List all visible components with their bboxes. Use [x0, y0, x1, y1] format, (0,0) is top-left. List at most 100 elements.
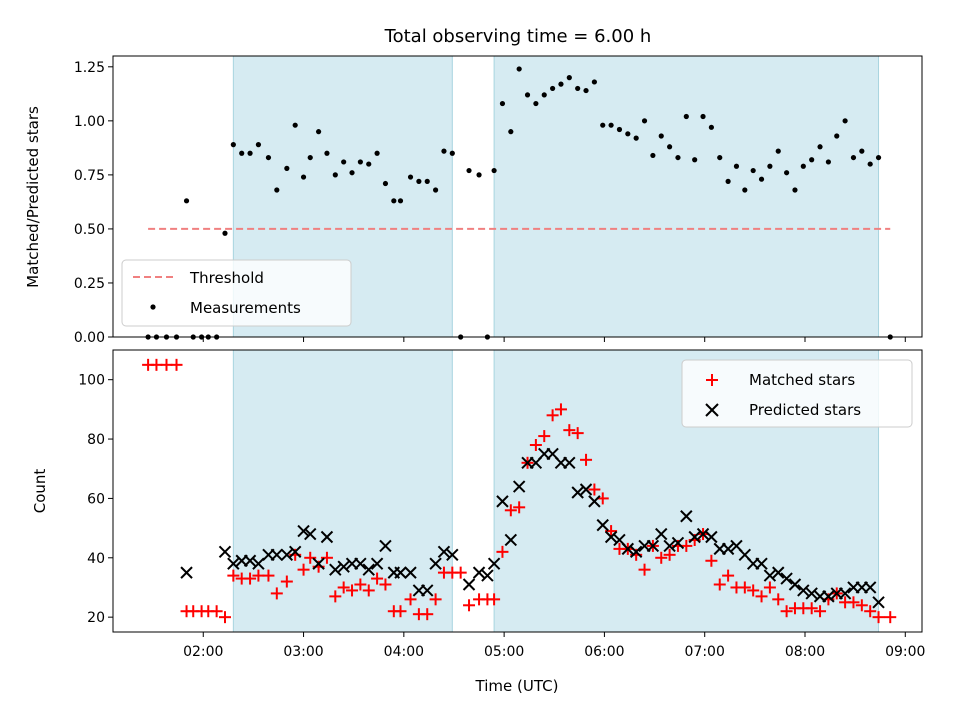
matched-point [463, 599, 476, 612]
predicted-point [629, 545, 643, 559]
matched-point [362, 584, 375, 597]
measurement-point [255, 142, 262, 148]
y-tick-label: 0.75 [74, 168, 105, 184]
matched-point [329, 590, 342, 603]
matched-point [772, 593, 785, 606]
measurement-point [476, 172, 482, 178]
measurement-point [683, 113, 689, 120]
predicted-point [563, 456, 576, 470]
measurement-point [583, 87, 589, 94]
predicted-point [838, 587, 852, 600]
measurement-point [859, 148, 865, 154]
measurement-point [775, 148, 781, 154]
measurement-point [374, 150, 380, 156]
predicted-point [304, 527, 317, 541]
predicted-point [320, 530, 334, 544]
measurement-point [842, 118, 848, 124]
matched-point [605, 525, 618, 538]
measurement-point [817, 144, 823, 150]
measurement-point [834, 133, 840, 139]
matched-point [755, 590, 768, 603]
measurement-point [717, 154, 723, 161]
y-tick-label: 1.00 [74, 114, 105, 130]
predicted-point [243, 554, 257, 567]
measurement-point [449, 150, 455, 156]
matched-point [297, 563, 310, 576]
matched-point [504, 504, 517, 517]
measurement-point [633, 135, 639, 141]
predicted-point [655, 527, 668, 541]
measurement-point [733, 163, 740, 169]
matched-point [210, 605, 223, 618]
matched-point [655, 551, 668, 564]
x-axis-label: Time (UTC) [475, 677, 559, 695]
matched-point [421, 608, 434, 621]
predicted-point [429, 557, 442, 570]
matched-point [713, 578, 726, 591]
measurement-point [533, 100, 539, 107]
matched-point [780, 605, 793, 618]
x-tick-label: 05:00 [484, 644, 524, 660]
ratio-legend: Threshold Measurements [121, 259, 352, 327]
ratio-legend-box [121, 259, 352, 327]
matched-point [705, 554, 718, 567]
measurement-point [239, 150, 245, 156]
ratio-y-axis-label: Matched/Predicted stars [24, 106, 42, 288]
predicted-point [472, 566, 486, 579]
count-y-ticks: 20 40 60 80 100 [78, 373, 113, 626]
measurement-point [616, 126, 623, 133]
matched-point [371, 572, 384, 585]
matched-point [763, 581, 776, 594]
measurement-point [499, 100, 506, 107]
predicted-point [379, 539, 392, 553]
predicted-point [797, 584, 810, 597]
matched-point [747, 584, 760, 597]
measurement-point [825, 159, 831, 165]
predicted-point [362, 563, 375, 576]
predicted-point [280, 548, 294, 562]
matched-point [320, 551, 333, 564]
y-tick-label: 20 [87, 610, 105, 626]
ratio-shaded-bands [232, 56, 880, 337]
predicted-point [512, 480, 526, 493]
ratio-x-ticks [202, 337, 906, 342]
matched-point [554, 403, 567, 416]
matched-point [404, 593, 417, 606]
y-tick-label: 1.25 [74, 60, 105, 76]
count-legend-box [681, 359, 913, 428]
count-legend: Matched stars Predicted stars [681, 359, 913, 428]
measurement-point [491, 167, 497, 174]
measurement-point [700, 113, 706, 120]
matched-point [379, 578, 392, 591]
measurement-point [357, 159, 363, 165]
predicted-point [370, 557, 384, 570]
measurement-point [424, 178, 430, 184]
matched-point [805, 602, 818, 615]
predicted-point [780, 572, 793, 585]
measurement-point [784, 170, 790, 176]
measurement-point [265, 154, 272, 161]
matched-point [304, 551, 317, 564]
predicted-point [404, 566, 417, 579]
matched-point [170, 358, 183, 371]
measurement-point [575, 85, 581, 92]
matched-point [872, 611, 885, 624]
measurement-point [650, 152, 656, 159]
predicted-point [571, 486, 584, 499]
matched-point [354, 578, 367, 591]
matched-point [663, 548, 676, 561]
matched-point [738, 581, 751, 594]
measurement-point [558, 81, 564, 87]
matched-point [346, 584, 359, 597]
matched-point [262, 569, 275, 582]
y-tick-label: 80 [87, 432, 105, 448]
measurement-point [274, 187, 280, 193]
measurement-point [758, 176, 765, 182]
measurement-point [307, 154, 313, 161]
measurement-point [382, 180, 389, 187]
matched-point [538, 430, 551, 443]
matched-point [244, 572, 257, 585]
measurement-point [332, 172, 338, 178]
measurement-point [508, 129, 514, 135]
